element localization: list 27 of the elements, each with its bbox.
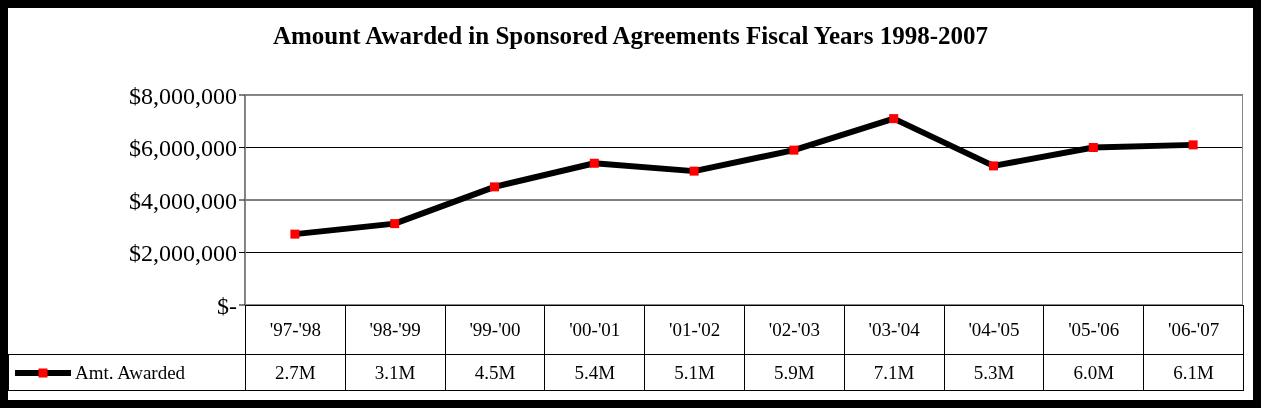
y-tick-label: $- xyxy=(217,292,237,319)
x-tick-label: '97-'98 xyxy=(245,305,346,355)
y-tick-label: $8,000,000 xyxy=(129,82,237,109)
data-label: 3.1M xyxy=(344,354,446,391)
x-tick-label: '06-'07 xyxy=(1143,305,1244,355)
y-tick-label: $4,000,000 xyxy=(129,187,237,214)
x-tick-label: '02-'03 xyxy=(744,305,845,355)
data-label: 5.1M xyxy=(644,354,745,391)
data-label: 5.4M xyxy=(544,354,646,391)
x-tick-label: '98-'99 xyxy=(344,305,446,355)
data-label: 5.3M xyxy=(943,354,1045,391)
x-tick-label: '03-'04 xyxy=(843,305,945,355)
data-label: 5.9M xyxy=(744,354,845,391)
x-tick-label: '05-'06 xyxy=(1043,305,1145,355)
x-tick-label: '04-'05 xyxy=(943,305,1045,355)
chart-title: Amount Awarded in Sponsored Agreements Fiscal Years 1998-2007 xyxy=(271,22,990,50)
legend-label: Amt. Awarded xyxy=(75,361,186,384)
x-tick-label: '99-'00 xyxy=(444,305,546,355)
data-label: 7.1M xyxy=(843,354,945,391)
data-label: 2.7M xyxy=(245,354,346,391)
data-label: 6.1M xyxy=(1143,354,1244,391)
y-tick-label: $2,000,000 xyxy=(129,240,237,267)
x-tick-label: '00-'01 xyxy=(544,305,646,355)
x-tick-label: '01-'02 xyxy=(644,305,745,355)
data-label: 4.5M xyxy=(444,354,546,391)
y-tick-label: $6,000,000 xyxy=(129,135,237,162)
data-label: 6.0M xyxy=(1043,354,1145,391)
